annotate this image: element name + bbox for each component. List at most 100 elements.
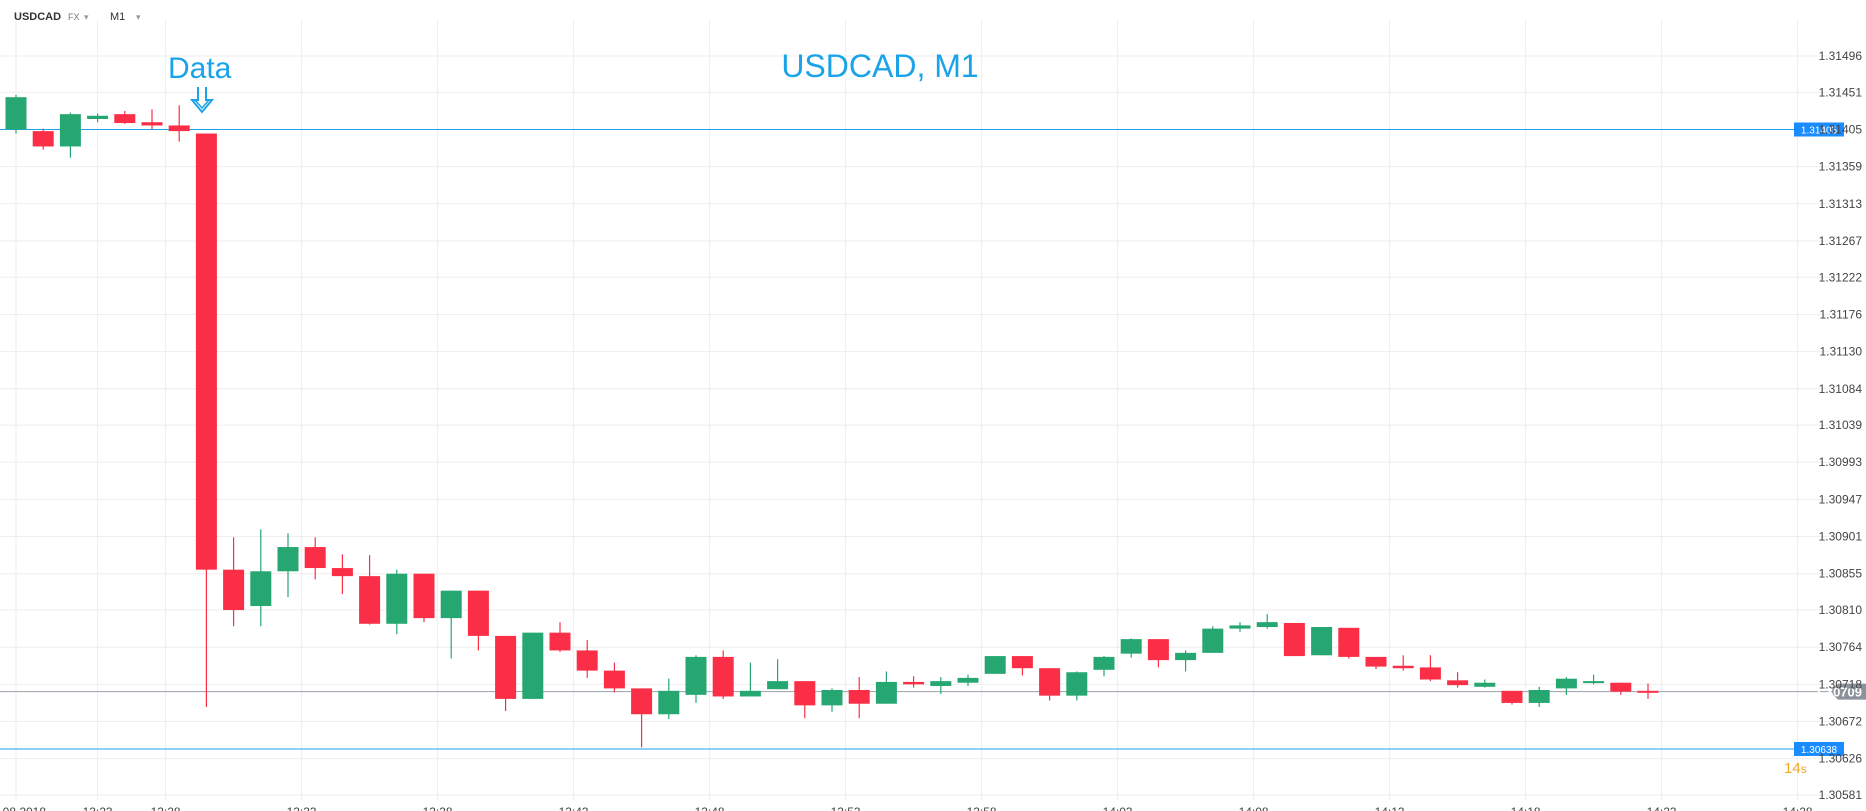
- y-tick-label: 1.31496: [1819, 49, 1863, 63]
- current-price-tag: [1830, 683, 1866, 700]
- x-tick-label: 13:43: [559, 805, 589, 811]
- candle-down: [1147, 639, 1169, 661]
- countdown-unit: s: [1800, 762, 1807, 776]
- candle-down: [1447, 680, 1469, 686]
- bar-countdown: 14s: [1784, 760, 1807, 777]
- annotation-label: Data: [168, 52, 232, 85]
- symbol-selector[interactable]: USDCAD: [14, 11, 62, 23]
- candle-up: [658, 690, 680, 715]
- candle-down: [467, 590, 489, 636]
- y-tick-label: 1.30581: [1819, 788, 1863, 802]
- candle-down: [1283, 622, 1305, 657]
- y-tick-label: 1.30810: [1819, 603, 1863, 617]
- price-levels: 1.31405 1.30638 1.30709: [0, 122, 1866, 756]
- candle-down: [1365, 656, 1387, 667]
- candle-up: [1175, 652, 1197, 661]
- candle-down: [848, 690, 870, 704]
- candle-down: [413, 573, 435, 619]
- y-tick-label: 1.30855: [1819, 567, 1863, 581]
- chart-toolbar: USDCAD FX ▾ M1 ▾: [0, 0, 1866, 32]
- candle-up: [1229, 625, 1251, 629]
- candle-down: [304, 547, 326, 569]
- y-tick-label: 1.31267: [1819, 234, 1863, 248]
- y-tick-label: 1.30901: [1819, 530, 1863, 544]
- candle-up: [5, 97, 27, 130]
- x-tick-label: 13:48: [695, 805, 725, 811]
- y-tick-label: 1.30626: [1819, 752, 1863, 766]
- x-tick-label: 14:08: [1239, 805, 1269, 811]
- candle-up: [59, 114, 81, 147]
- current-price-label: 1.30709: [1815, 685, 1862, 700]
- candle-up: [277, 547, 299, 572]
- candle-down: [1039, 668, 1061, 696]
- x-tick-label: 14:13: [1375, 805, 1405, 811]
- y-tick-label: 1.30718: [1819, 677, 1863, 691]
- x-tick-label: 13:53: [831, 805, 861, 811]
- candle-up: [386, 573, 408, 624]
- market-label[interactable]: FX: [68, 12, 80, 22]
- x-tick-label: 14:18: [1511, 805, 1541, 811]
- candle-down: [603, 670, 625, 689]
- candle-down: [1610, 682, 1632, 692]
- candle-up: [1311, 627, 1333, 656]
- candle-up: [440, 590, 462, 619]
- candles: [5, 94, 1659, 748]
- x-tick-label: 13:23: [83, 805, 113, 811]
- chart-title: USDCAD, M1: [781, 48, 979, 84]
- candle-down: [168, 125, 190, 132]
- candle-up: [1555, 678, 1577, 689]
- x-tick-label: 13:33: [287, 805, 317, 811]
- candle-down: [495, 635, 517, 699]
- x-tick-label: 14:03: [1103, 805, 1133, 811]
- price-axis: 1.31496 1.31451 1.31405 1.31359 1.31313 1.312…: [1819, 49, 1863, 802]
- candle-up: [87, 115, 109, 119]
- candle-down: [32, 131, 54, 147]
- candle-up: [739, 690, 761, 697]
- candle-down: [712, 656, 734, 697]
- candle-up: [1093, 656, 1115, 670]
- chevron-down-icon[interactable]: ▾: [136, 12, 141, 22]
- y-tick-label: 1.31084: [1819, 382, 1863, 396]
- y-tick-label: 1.31313: [1819, 197, 1863, 211]
- candle-down: [903, 681, 925, 685]
- candle-up: [1583, 681, 1605, 684]
- y-tick-label: 1.30993: [1819, 455, 1863, 469]
- price-level-label: 1.31405: [1801, 125, 1838, 136]
- candle-down: [631, 688, 653, 715]
- price-level-tag: [1794, 122, 1844, 137]
- candle-down: [794, 681, 816, 706]
- y-tick-label: 1.31451: [1819, 85, 1863, 99]
- y-tick-label: 1.31222: [1819, 270, 1863, 284]
- candle-down: [1501, 690, 1523, 703]
- down-arrow-icon: [190, 87, 214, 114]
- countdown-value: 14: [1784, 760, 1801, 777]
- chevron-down-icon[interactable]: ▾: [84, 12, 89, 22]
- candle-down: [223, 569, 245, 611]
- candle-down: [141, 122, 163, 126]
- y-tick-label: 1.30672: [1819, 715, 1863, 729]
- candle-down: [359, 576, 381, 624]
- candle-down: [195, 133, 217, 570]
- candle-up: [685, 656, 707, 695]
- x-tick-label: 13:58: [967, 805, 997, 811]
- candle-up: [1528, 690, 1550, 703]
- candle-down: [549, 632, 571, 651]
- x-tick-label: 13:28: [151, 805, 181, 811]
- y-tick-label: 1.31405: [1819, 122, 1863, 136]
- x-tick-label: 13:38: [423, 805, 453, 811]
- candle-up: [930, 681, 952, 686]
- candle-down: [114, 114, 136, 124]
- x-tick-label: 17.08.2018: [0, 805, 46, 811]
- timeframe-selector[interactable]: M1: [110, 11, 126, 23]
- candle-down: [1011, 656, 1033, 669]
- candle-down: [1392, 665, 1414, 669]
- candle-up: [522, 632, 544, 699]
- candle-up: [957, 677, 979, 683]
- candle-up: [821, 690, 843, 706]
- candle-up: [1066, 672, 1088, 696]
- candle-up: [767, 681, 789, 690]
- y-tick-label: 1.31039: [1819, 418, 1863, 432]
- y-tick-label: 1.31176: [1820, 307, 1863, 321]
- time-axis: 17.08.2018 13:23 13:28 13:33 13:38 13:43 13:48…: [0, 805, 1813, 811]
